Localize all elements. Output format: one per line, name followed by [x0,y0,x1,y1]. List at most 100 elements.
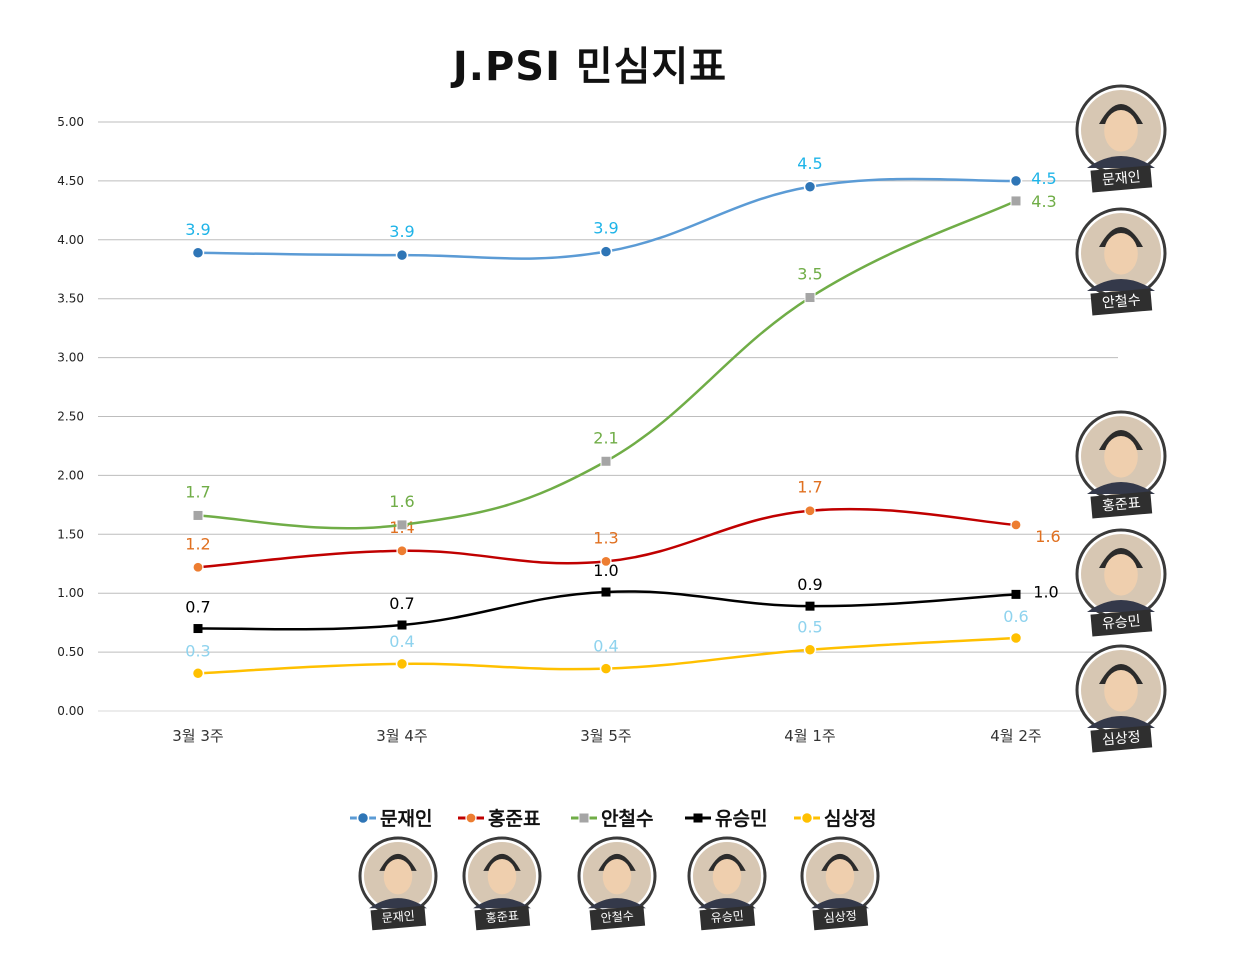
portrait-nameplate [370,905,427,931]
portrait-name: 안철수 [600,909,634,926]
data-point [599,662,613,675]
data-point [395,657,409,671]
portrait-nameplate [1090,725,1153,753]
portrait-face [1104,110,1138,152]
legend-label: 심상정 [824,808,876,830]
y-tick-label: 2.50 [57,410,84,424]
data-point [396,519,408,531]
portrait-suit [1087,156,1155,168]
portrait-face [602,859,632,895]
series-line [197,199,1017,530]
portrait-nameplate [1090,288,1153,316]
data-label: 0.7 [389,594,414,613]
data-label: 1.6 [389,492,414,511]
portrait-face [383,859,413,895]
data-label: 3.5 [797,265,822,284]
data-point [803,180,817,194]
y-tick-label: 4.00 [57,233,84,247]
portrait-suit [1087,716,1155,728]
portrait-face [825,859,855,895]
x-tick-label: 3월 3주 [172,727,223,745]
legend-portrait-문재인: 문재인 [358,836,438,931]
portrait-suit [1087,600,1155,612]
legend-portrait-안철수: 안철수 [577,836,657,931]
legend-label: 유승민 [715,808,767,830]
y-tick-label: 0.00 [57,704,84,718]
legend-swatch-marker [356,811,370,825]
data-label: 0.5 [797,618,822,637]
legend-item-안철수: 안철수 [571,808,653,830]
portrait-suit [698,898,756,909]
portrait-suit [473,898,531,909]
legend-item-심상정: 심상정 [794,808,876,830]
data-point [396,545,408,557]
side-portrait-심상정: 심상정 [1075,644,1167,753]
y-tick-label: 0.50 [57,645,84,659]
portrait-suit [588,898,646,909]
portrait-name: 안철수 [1101,292,1141,311]
series-line [197,590,1017,631]
chart-title: J.PSI 민심지표 [452,44,728,90]
data-label: 4.5 [1031,169,1056,188]
portrait-name: 문재인 [1101,169,1141,188]
portrait-name: 홍준표 [1101,495,1141,514]
data-point [191,246,205,260]
portrait-suit [811,898,869,909]
portrait-name: 홍준표 [485,909,519,926]
portrait-nameplate [1090,165,1153,193]
portrait-suit [1087,482,1155,494]
legend-label: 홍준표 [488,807,540,830]
portrait-nameplate [699,905,756,931]
data-label: 3.9 [185,220,210,239]
series-유승민: 0.7 0.7 1.0 0.9 1.0 [185,561,1059,634]
portrait-nameplate [589,905,646,931]
legend-item-유승민: 유승민 [685,808,767,830]
data-label: 4.3 [1031,192,1056,211]
data-point [191,667,205,680]
data-label: 1.7 [185,482,210,501]
x-tick-label: 4월 2주 [990,727,1041,745]
data-label: 3.9 [389,222,414,241]
legend-swatch-marker [578,812,590,824]
series-심상정: 0.3 0.4 0.4 0.5 0.6 [185,607,1029,680]
data-point [193,624,203,634]
data-point [600,455,612,467]
data-label: 2.1 [593,428,618,447]
y-tick-label: 2.00 [57,468,84,482]
data-point [1011,589,1021,599]
data-label: 0.4 [593,637,618,656]
legend-portrait-심상정: 심상정 [800,836,880,931]
side-portrait-유승민: 유승민 [1075,528,1167,637]
data-point [397,620,407,630]
series-안철수: 1.7 1.6 2.1 3.5 4.3 [185,192,1057,531]
data-point [192,509,204,521]
data-label: 0.9 [797,575,822,594]
portrait-face [1104,436,1138,478]
data-point [804,505,816,517]
data-point [805,601,815,611]
data-point [1009,174,1023,188]
legend-portrait-홍준표: 홍준표 [462,836,542,931]
y-tick-label: 3.50 [57,292,84,306]
series-문재인: 3.9 3.9 3.9 4.5 4.5 [185,154,1057,262]
data-point [1010,519,1022,531]
y-tick-label: 4.50 [57,174,84,188]
portrait-suit [369,898,427,909]
data-point [601,587,611,597]
legend-swatch-marker [800,811,814,825]
portrait-face [1104,233,1138,275]
legend-item-홍준표: 홍준표 [458,807,540,830]
portrait-name: 심상정 [823,909,857,926]
portrait-nameplate [812,905,869,931]
data-point [192,561,204,573]
portrait-face [1104,554,1138,596]
series-홍준표: 1.21.41.31.71.6 [185,478,1061,573]
x-tick-label: 3월 5주 [580,727,631,745]
portrait-name: 심상정 [1101,729,1141,748]
data-point [1009,631,1023,645]
portrait-face [1104,670,1138,712]
data-label: 1.0 [1033,582,1058,601]
legend-swatch-marker [693,813,703,823]
